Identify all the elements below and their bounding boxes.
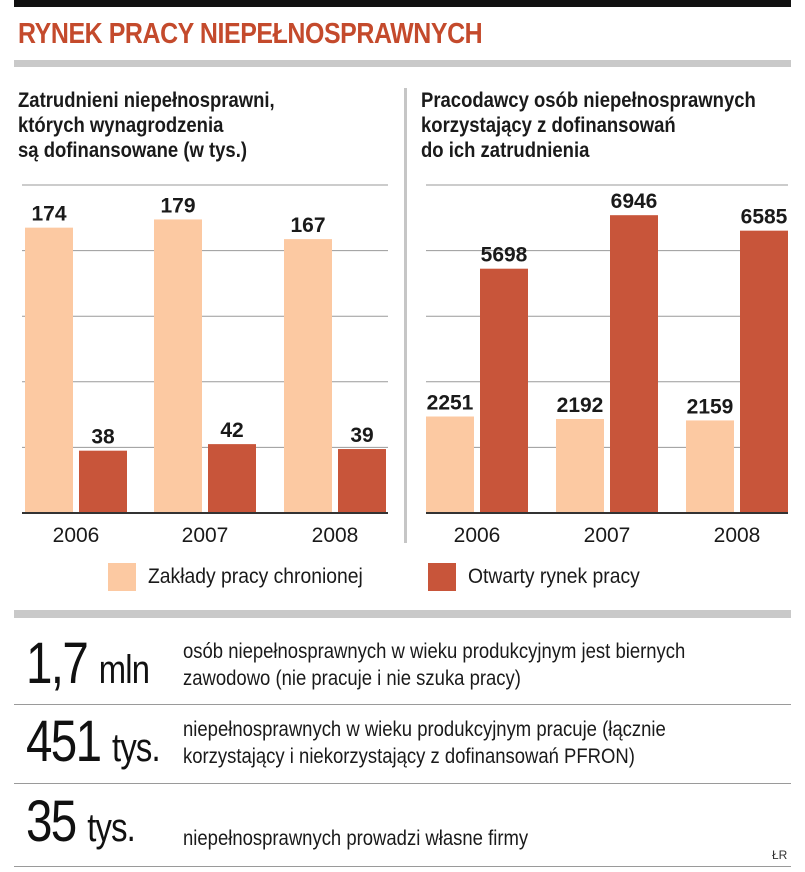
right-chart-title-line: Pracodawcy osób niepełnosprawnych — [421, 89, 756, 112]
stat-description-line: niepełnosprawnych prowadzi własne firmy — [183, 827, 529, 850]
stat-description: niepełnosprawnych prowadzi własne firmy — [183, 825, 528, 852]
x-tick-label: 2008 — [312, 524, 359, 547]
credit: ŁR — [772, 848, 788, 862]
x-tick-label: 2007 — [182, 524, 229, 547]
stat-number-unit: tys. — [87, 806, 136, 850]
page-title: RYNEK PRACY NIEPEŁNOSPRAWNYCH — [18, 18, 483, 50]
stat-number-unit: mln — [98, 648, 150, 692]
bar — [556, 419, 604, 513]
title-rule — [14, 60, 791, 67]
x-tick-label: 2008 — [714, 524, 761, 547]
left-chart-title-line: Zatrudnieni niepełnosprawni, — [18, 89, 275, 112]
x-tick-label: 2007 — [584, 524, 631, 547]
bar — [740, 230, 788, 513]
right-chart-title-line: do ich zatrudnienia — [421, 139, 590, 162]
stat-number-value: 451 — [26, 709, 102, 774]
data-label: 39 — [350, 424, 373, 447]
stat-description-line: zawodowo (nie pracuje i nie szuka pracy) — [183, 667, 521, 690]
stat-description: niepełnosprawnych w wieku produkcyjnym p… — [183, 716, 666, 770]
legend-label-sheltered: Zakłady pracy chronionej — [148, 565, 363, 588]
stat-description: osób niepełnosprawnych w wieku produkcyj… — [183, 638, 685, 692]
row-divider — [14, 783, 791, 784]
left-chart-title-line: których wynagrodzenia — [18, 114, 224, 137]
legend-swatch-sheltered — [108, 563, 136, 591]
bar — [208, 444, 256, 513]
bar — [79, 450, 127, 513]
bar — [25, 227, 73, 513]
data-label: 2159 — [687, 395, 734, 418]
bar — [426, 416, 474, 513]
stat-number-value: 35 — [26, 789, 77, 854]
data-label: 2251 — [427, 391, 474, 414]
data-label: 167 — [290, 214, 325, 237]
data-label: 179 — [160, 194, 195, 217]
bar — [686, 420, 734, 513]
data-label: 174 — [31, 203, 66, 226]
bar — [154, 219, 202, 513]
right-chart-title-line: korzystający z dofinansowań — [421, 114, 676, 137]
stat-description-line: korzystający i niekorzystający z dofinan… — [183, 745, 635, 768]
stat-number: 451 tys. — [26, 709, 161, 778]
bar — [610, 215, 658, 513]
bar — [284, 239, 332, 513]
data-label: 5698 — [481, 244, 528, 267]
left-chart-title-line: są dofinansowane (w tys.) — [18, 139, 247, 162]
stats-rule — [14, 610, 791, 618]
row-divider — [14, 704, 791, 705]
data-label: 42 — [220, 419, 243, 442]
x-tick-label: 2006 — [454, 524, 501, 547]
row-divider — [14, 866, 791, 867]
stat-number-unit: tys. — [112, 726, 161, 770]
stat-number-value: 1,7 — [26, 631, 89, 696]
data-label: 2192 — [557, 394, 604, 417]
bar — [480, 268, 528, 513]
data-label: 6585 — [741, 206, 788, 229]
stat-description-line: niepełnosprawnych w wieku produkcyjnym p… — [183, 718, 666, 741]
legend-swatch-open — [428, 563, 456, 591]
stat-number: 35 tys. — [26, 789, 136, 858]
chart-divider — [404, 88, 407, 543]
bar — [338, 449, 386, 513]
right-chart-title: Pracodawcy osób niepełnosprawnych korzys… — [421, 88, 756, 163]
stat-description-line: osób niepełnosprawnych w wieku produkcyj… — [183, 640, 686, 663]
data-label: 38 — [91, 426, 115, 449]
stat-number: 1,7 mln — [26, 631, 150, 700]
legend-label-open: Otwarty rynek pracy — [468, 565, 640, 588]
top-rule — [14, 0, 791, 7]
data-label: 6946 — [611, 190, 658, 213]
x-tick-label: 2006 — [53, 524, 100, 547]
left-chart-title: Zatrudnieni niepełnosprawni, których wyn… — [18, 88, 275, 163]
